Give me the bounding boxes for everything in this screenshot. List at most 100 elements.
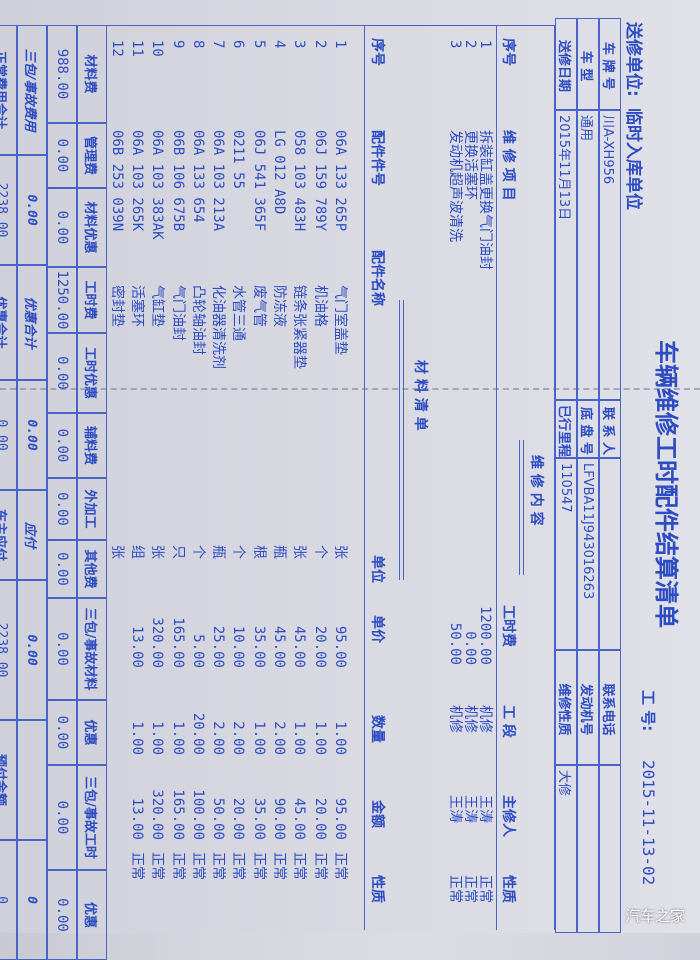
materials-header-rule [364,25,365,930]
materials-row-nature: 正常 [230,852,247,880]
materials-header-unit: 单位 [369,555,385,583]
warranty-row-cell: 应付 [17,490,47,580]
materials-row-unit: 瓶 [210,545,227,559]
labor-heading: 维 修 内 容 [528,455,544,526]
watermark: 汽车之家 [625,909,686,925]
materials-row-part-no: 058 103 483H [291,130,308,232]
materials-header-nature: 性质 [369,875,385,903]
materials-heading-underline [399,300,404,580]
labor-row-seq: 1 [477,40,493,49]
summary-value: 0.00 [47,700,77,765]
normal-row-cell: 车主应付 [0,490,17,580]
info-plate-label: 车 牌 号 [599,18,621,110]
materials-row-qty: 1.00 [149,721,166,755]
info-type-label: 维修性质 [555,650,577,765]
normal-row-cell: 优惠合计 [0,265,17,380]
materials-header-price: 单价 [369,615,385,643]
customer-value: 临时入库单位 [623,108,643,210]
materials-row-nature: 正常 [210,852,227,880]
materials-row-qty: 1.00 [291,721,308,755]
labor-row-mechanic: 王涛 [462,795,478,823]
materials-row-part-no: 06A 133 654 [189,130,206,223]
info-engine-label: 发动机号 [577,650,599,765]
labor-row-item: 拆装缸盖更换气门油封 [477,130,493,270]
materials-row-nature: 正常 [129,852,145,880]
info-mileage: 110547 [555,458,577,650]
materials-row-name: 凸轮轴油封 [189,285,206,355]
materials-row-qty: 1.00 [311,721,328,755]
materials-row-seq: 6 [230,40,247,49]
materials-row-unit: 个 [230,545,247,559]
materials-row-unit: 根 [250,545,267,559]
normal-row-cell: 0.00 [0,380,17,490]
materials-row-seq: 4 [271,40,288,49]
materials-header-qty: 数量 [369,715,385,743]
materials-row-amount: 13.00 [129,797,145,840]
summary-label: 材料优惠 [77,188,107,267]
work-no-label: 工 号: [639,690,657,732]
materials-row-seq: 11 [129,40,145,57]
summary-value: 0.00 [47,188,77,267]
materials-row-name: 气门室盖垫 [332,285,348,355]
normal-row-cell: 预付金额 [0,720,17,840]
warranty-row-cell: 0.00 [17,380,47,490]
materials-row-nature: 正常 [169,852,186,880]
materials-row-name: 废气管 [250,285,267,327]
materials-row-price: 320.00 [149,617,166,668]
materials-row-price: 20.00 [311,625,328,668]
materials-row-amount: 50.00 [210,797,227,840]
materials-row-unit: 只 [169,545,186,559]
materials-row-price: 45.00 [291,625,308,668]
section-divider [554,25,555,930]
materials-row-name: 气门油封 [169,285,186,341]
materials-row-name: 密封垫 [108,285,125,327]
materials-row-qty: 1.00 [250,721,267,755]
labor-row-mechanic: 王涛 [447,795,463,823]
materials-row-name: 化油器清洗剂 [210,285,227,369]
info-model: 通用 [577,110,599,400]
labor-row-seq: 2 [462,40,478,49]
summary-value: 0.00 [47,598,77,700]
materials-row-name: 防冻液 [271,285,288,327]
document-title: 车辆维修工时配件结算清单 [652,340,680,628]
materials-row-unit: 瓶 [271,545,288,559]
info-plate: 川A-XH956 [599,110,621,400]
materials-row-qty: 2.00 [230,721,247,755]
materials-row-seq: 2 [311,40,328,49]
materials-row-part-no: 06A 103 265K [129,130,145,232]
materials-row-part-no: 06J 159 789Y [311,130,328,232]
warranty-row-cell: 0 [17,840,47,960]
materials-header-seq: 序号 [369,38,385,66]
labor-row-nature: 正常 [447,875,463,903]
materials-header-name: 配件名称 [369,250,385,306]
labor-header-seq: 序号 [500,38,516,66]
labor-row-item: 发动机超声波清洗 [447,130,463,242]
info-phone [599,765,621,933]
materials-row-unit: 张 [149,545,166,559]
warranty-row-cell [17,720,47,840]
info-chassis: LFVBA11J943016263 [577,458,599,650]
materials-row-qty: 20.00 [189,712,206,755]
info-phone-label: 联系电话 [599,650,621,765]
materials-row-unit: 组 [129,545,145,559]
warranty-row-cell: 优惠合计 [17,265,47,380]
materials-row-qty: 1.00 [129,721,145,755]
info-type: 大修 [555,765,577,933]
summary-value: 0.00 [47,333,77,413]
materials-row-amount: 20.00 [311,797,328,840]
warranty-row-cell: 0.00 [17,155,47,265]
summary-value: 0.00 [47,478,77,540]
labor-header-item: 维 修 项 目 [500,130,516,201]
materials-row-amount: 100.00 [189,789,206,840]
summary-value: 0.00 [47,765,77,870]
materials-row-price: 5.00 [189,634,206,668]
materials-row-part-no: 0211 55 [230,130,247,190]
materials-row-seq: 12 [108,40,125,57]
materials-row-amount: 45.00 [291,797,308,840]
materials-row-nature: 正常 [149,852,166,880]
summary-label: 外加工 [77,478,107,540]
materials-row-qty: 1.00 [169,721,186,755]
info-contact [599,458,621,650]
normal-row-cell: 2238.00 [0,155,17,265]
